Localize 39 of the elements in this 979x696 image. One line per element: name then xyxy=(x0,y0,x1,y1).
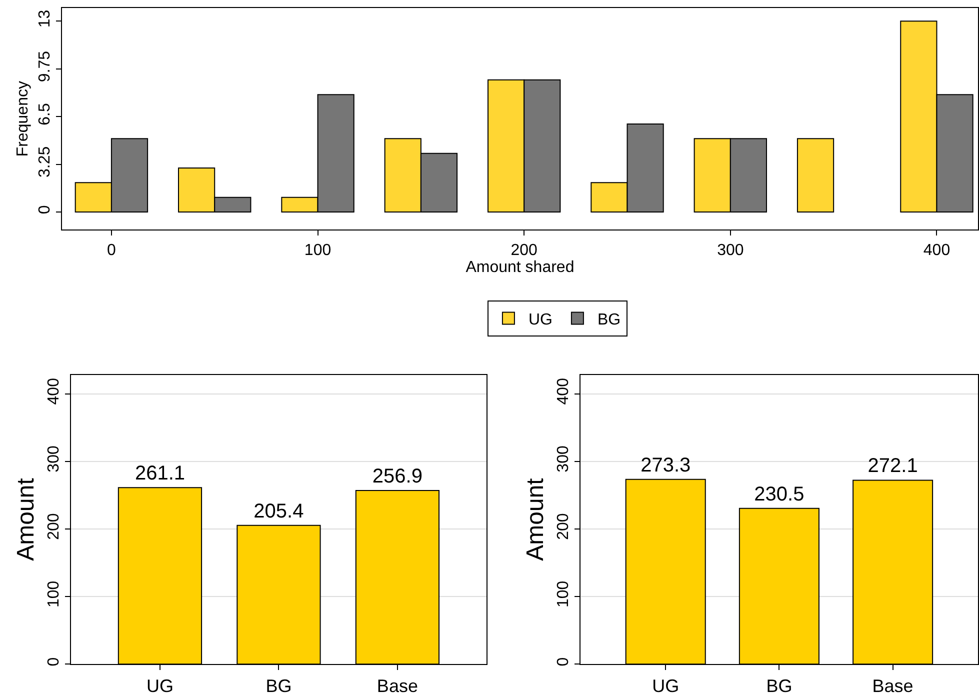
y-tick-label: 200 xyxy=(555,513,572,540)
x-tick-label: BG xyxy=(766,676,792,696)
y-tick-label: 0 xyxy=(555,657,572,666)
data-label: 272.1 xyxy=(868,455,918,478)
y-tick-label: 400 xyxy=(555,378,572,405)
data-label: 256.9 xyxy=(372,465,422,488)
x-tick-label: 200 xyxy=(510,242,538,259)
legend-label: UG xyxy=(528,311,552,328)
x-tick-label: Base xyxy=(872,676,914,696)
y-axis-title: Frequency xyxy=(14,81,32,157)
y-tick-label: 3.25 xyxy=(36,146,54,178)
y-tick-label: 300 xyxy=(46,446,63,472)
y-axis-title: Amount xyxy=(12,478,40,561)
data-label: 261.1 xyxy=(134,462,186,485)
x-tick-label: Base xyxy=(376,676,418,696)
y-tick-label: 200 xyxy=(46,513,63,540)
y-tick-label: 6.5 xyxy=(36,102,54,126)
x-tick-label: 300 xyxy=(717,242,744,259)
x-tick-label: 0 xyxy=(107,242,116,259)
y-axis-title: Amount xyxy=(522,478,550,561)
y-tick-label: 100 xyxy=(46,580,63,608)
data-label: 205.4 xyxy=(254,500,304,522)
y-tick-label: 9.75 xyxy=(36,50,54,82)
x-tick-label: BG xyxy=(266,676,292,696)
x-tick-label: UG xyxy=(652,676,680,696)
data-label: 230.5 xyxy=(754,483,804,506)
x-tick-label: UG xyxy=(146,676,174,696)
data-label: 273.3 xyxy=(640,454,691,476)
y-tick-label: 100 xyxy=(555,580,572,608)
y-tick-label: 13 xyxy=(36,10,54,28)
y-tick-label: 400 xyxy=(46,378,63,405)
x-tick-label: 100 xyxy=(304,242,332,259)
y-tick-label: 300 xyxy=(555,446,572,472)
legend-label: BG xyxy=(597,311,621,328)
x-axis-title: Amount shared xyxy=(466,258,574,276)
y-tick-label: 0 xyxy=(46,657,63,666)
bar xyxy=(796,138,834,213)
x-tick-label: 400 xyxy=(923,242,950,259)
y-tick-label: 0 xyxy=(36,205,54,214)
